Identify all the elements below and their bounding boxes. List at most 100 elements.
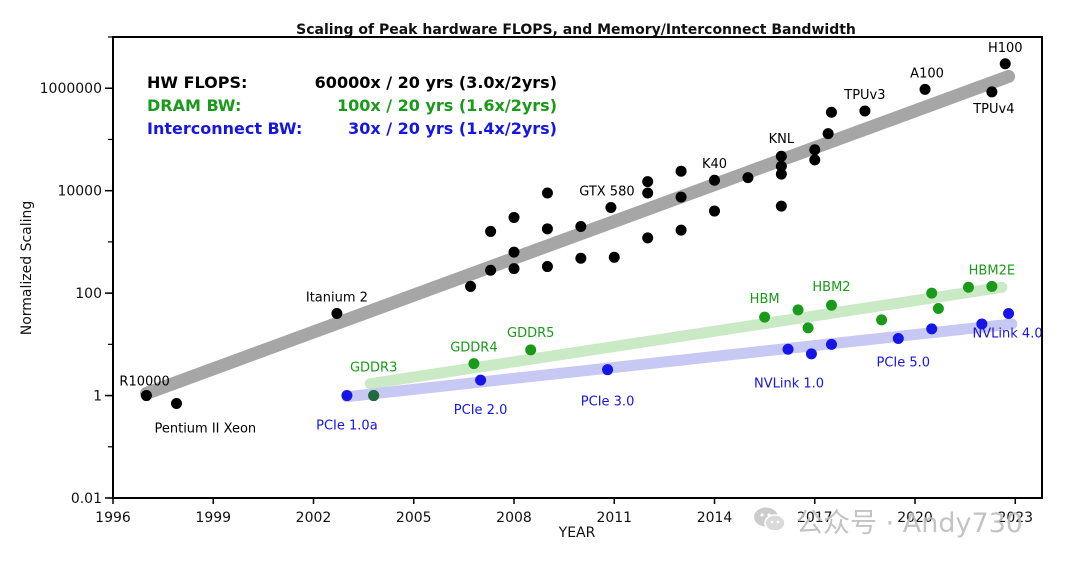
data-point-0 xyxy=(675,165,687,177)
data-point-1 xyxy=(876,314,888,326)
legend-label: HW FLOPS: xyxy=(147,73,247,92)
data-point-0 xyxy=(508,263,520,275)
data-point-1 xyxy=(792,304,804,316)
point-label: GDDR3 xyxy=(350,361,397,376)
data-point-1 xyxy=(986,280,998,292)
x-tick-label: 2023 xyxy=(997,510,1033,526)
point-label: PCIe 3.0 xyxy=(581,395,635,410)
y-tick-label: 1000000 xyxy=(40,81,102,97)
data-point-2 xyxy=(976,318,988,330)
data-point-0 xyxy=(775,200,787,212)
point-labels: R10000 Pentium II Xeon Itanium 2 GTX 580 K40… xyxy=(119,41,1042,437)
point-label: PCIe 1.0a xyxy=(316,419,378,434)
data-point-overlap xyxy=(368,390,380,402)
data-point-0 xyxy=(675,224,687,236)
point-label: HBM xyxy=(750,292,780,307)
data-point-1 xyxy=(759,311,771,323)
point-label: K40 xyxy=(702,157,727,172)
point-label: GTX 580 xyxy=(579,184,634,199)
x-tick-label: 2020 xyxy=(897,510,933,526)
point-label: NVLink 1.0 xyxy=(754,376,824,391)
point-label: A100 xyxy=(910,66,944,81)
legend: HW FLOPS: 60000x / 20 yrs (3.0x/2yrs) DRAM… xyxy=(147,73,557,138)
legend-value: 100x / 20 yrs (1.6x/2yrs) xyxy=(337,96,557,115)
data-point-0 xyxy=(575,220,587,232)
legend-value: 30x / 20 yrs (1.4x/2yrs) xyxy=(348,119,557,138)
data-point-0 xyxy=(485,225,497,237)
data-point-0 xyxy=(642,176,654,188)
point-label: NVLink 4.0 xyxy=(973,326,1043,341)
data-point-0 xyxy=(822,128,834,140)
data-point-0 xyxy=(331,307,343,319)
data-point-0 xyxy=(642,187,654,199)
y-axis-label: Normalized Scaling xyxy=(19,201,35,336)
data-point-0 xyxy=(485,264,497,276)
y-tick-label: 1 xyxy=(93,389,102,405)
point-label: TPUv3 xyxy=(843,88,885,103)
data-point-2 xyxy=(782,343,794,355)
point-label: H100 xyxy=(988,41,1023,56)
data-point-0 xyxy=(541,187,553,199)
data-point-0 xyxy=(465,280,477,292)
y-tick-label: 10000 xyxy=(57,184,102,200)
data-point-2 xyxy=(602,364,614,376)
point-label: KNL xyxy=(769,132,795,147)
data-point-2 xyxy=(475,374,487,386)
data-point-1 xyxy=(468,358,480,370)
point-label: PCIe 2.0 xyxy=(454,403,508,418)
data-point-0 xyxy=(775,168,787,180)
data-point-2 xyxy=(892,332,904,344)
plot-frame xyxy=(112,36,1043,499)
point-label: PCIe 5.0 xyxy=(877,355,931,370)
data-point-2 xyxy=(1003,307,1015,319)
x-tick-label: 2008 xyxy=(496,510,532,526)
data-point-0 xyxy=(508,246,520,258)
watermark-text: 公众号 · Andy730 xyxy=(796,507,1023,539)
data-point-0 xyxy=(709,205,721,217)
data-point-0 xyxy=(140,390,152,402)
y-tick-label: 100 xyxy=(75,286,102,302)
data-point-0 xyxy=(809,144,821,156)
watermark: 公众号 · Andy730 xyxy=(752,500,1052,540)
data-point-0 xyxy=(809,154,821,166)
data-point-0 xyxy=(170,397,182,409)
x-tick-label: 2014 xyxy=(697,510,733,526)
data-point-2 xyxy=(341,390,353,402)
data-point-0 xyxy=(508,211,520,223)
data-point-1 xyxy=(825,299,837,311)
x-tick-label: 2017 xyxy=(797,510,833,526)
x-tick-label: 2011 xyxy=(596,510,632,526)
point-label: R10000 xyxy=(119,375,169,390)
point-label: HBM2E xyxy=(969,263,1015,278)
y-axis-ticks: 0.01 1 100 10000 1000000 xyxy=(40,36,113,507)
data-point-0 xyxy=(608,251,620,263)
x-axis-label: YEAR xyxy=(558,525,596,541)
data-point-0 xyxy=(775,160,787,172)
wechat-icon xyxy=(752,505,788,535)
data-point-0 xyxy=(986,86,998,98)
point-label: GDDR5 xyxy=(507,326,554,341)
x-tick-label: 2005 xyxy=(396,510,432,526)
data-point-1 xyxy=(926,287,938,299)
data-point-0 xyxy=(709,174,721,186)
data-point-1 xyxy=(962,281,974,293)
data-point-1 xyxy=(802,322,814,334)
trend-line-0 xyxy=(139,69,1016,400)
point-label: HBM2 xyxy=(812,280,850,295)
x-tick-label: 1999 xyxy=(195,510,231,526)
data-point-0 xyxy=(742,172,754,184)
data-point-0 xyxy=(825,106,837,118)
legend-label: DRAM BW: xyxy=(147,96,241,115)
data-point-0 xyxy=(775,150,787,162)
point-label: GDDR4 xyxy=(450,341,497,356)
data-point-0 xyxy=(541,223,553,235)
data-points xyxy=(140,58,1015,409)
legend-label: Interconnect BW: xyxy=(147,119,302,138)
point-label: Itanium 2 xyxy=(306,290,368,305)
data-point-0 xyxy=(919,83,931,95)
data-point-0 xyxy=(575,252,587,264)
x-axis-ticks: 1996 1999 2002 2005 2008 2011 2014 2017 2020 2023 xyxy=(95,498,1033,526)
legend-value: 60000x / 20 yrs (3.0x/2yrs) xyxy=(315,73,557,92)
data-point-0 xyxy=(642,232,654,244)
